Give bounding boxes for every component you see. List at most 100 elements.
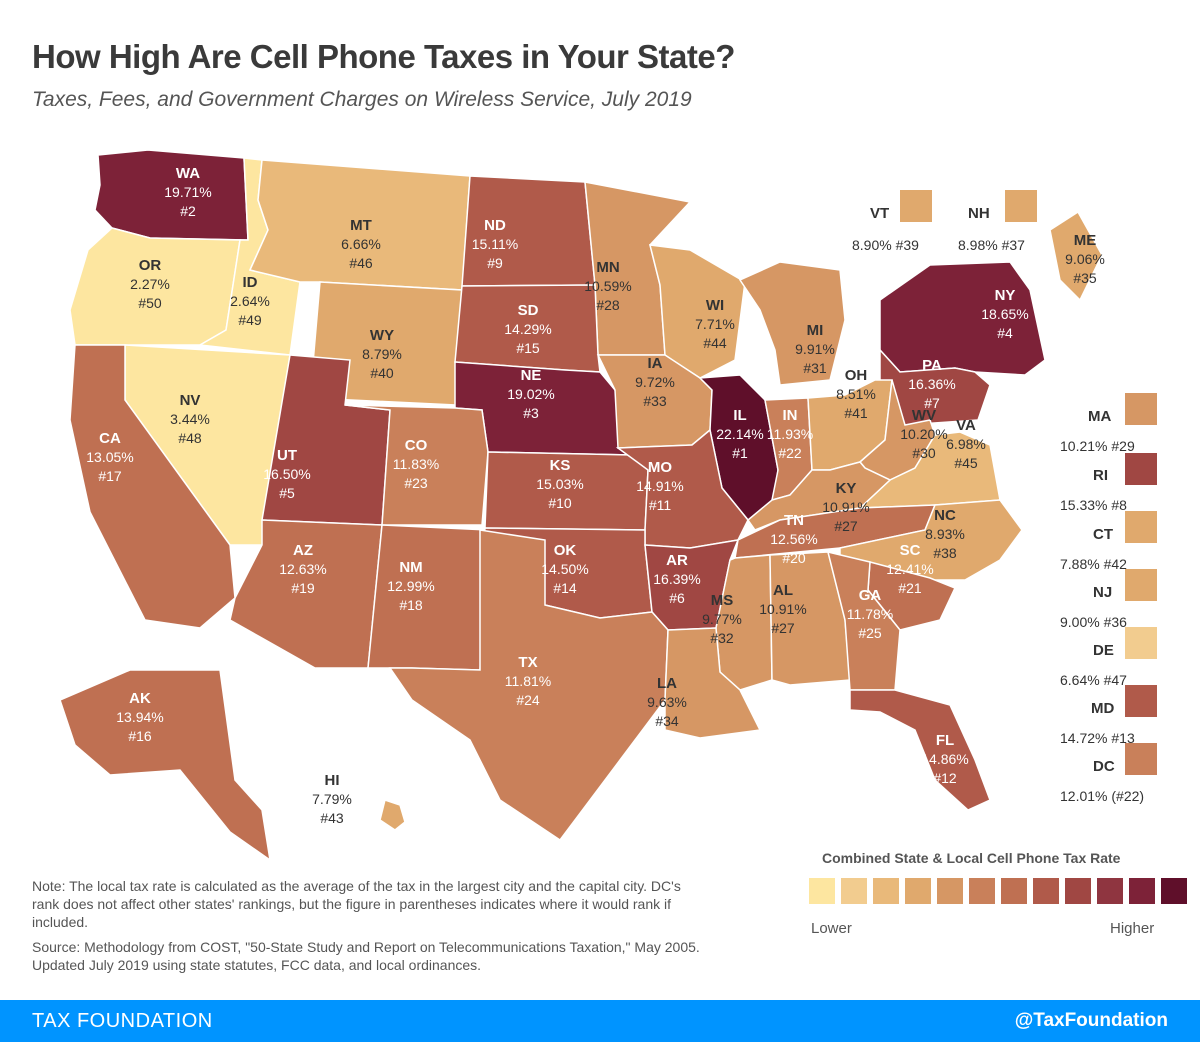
state-rank-nd: #9: [487, 255, 503, 271]
state-abbr-nv: NV: [180, 392, 201, 409]
state-rate-ia: 9.72%: [635, 374, 675, 390]
state-rank-ny: #4: [997, 325, 1013, 341]
state-abbr-ia: IA: [648, 355, 663, 372]
legend-swatch: [1001, 878, 1027, 904]
state-rank-mn: #28: [596, 297, 620, 313]
state-abbr-ms: MS: [711, 592, 734, 609]
state-rank-pa: #7: [924, 395, 940, 411]
state-rate-ar: 16.39%: [653, 571, 700, 587]
state-rank-ar: #6: [669, 590, 685, 606]
state-rank-nc: #38: [933, 545, 957, 561]
state-rank-wv: #30: [912, 445, 936, 461]
callout-abbr-ct: CT: [1093, 526, 1113, 543]
state-rank-al: #27: [771, 620, 795, 636]
state-abbr-co: CO: [405, 437, 428, 454]
state-abbr-mo: MO: [648, 459, 672, 476]
legend-swatch: [905, 878, 931, 904]
legend-swatch: [1097, 878, 1123, 904]
state-abbr-mt: MT: [350, 217, 372, 234]
page-title: How High Are Cell Phone Taxes in Your St…: [32, 38, 735, 75]
state-abbr-ar: AR: [666, 552, 688, 569]
state-rank-nm: #18: [399, 597, 423, 613]
state-rate-hi: 7.79%: [312, 791, 352, 807]
callout-value-de: 6.64% #47: [1060, 672, 1127, 688]
legend-swatch: [1065, 878, 1091, 904]
state-rank-ga: #25: [858, 625, 882, 641]
callout-swatch-de: [1125, 627, 1157, 659]
callout-value-ct: 7.88% #42: [1060, 556, 1127, 572]
state-rate-wy: 8.79%: [362, 346, 402, 362]
callout-value-ma: 10.21% #29: [1060, 438, 1135, 454]
state-rate-ky: 10.91%: [822, 499, 869, 515]
state-nm: [367, 524, 489, 671]
state-rank-ut: #5: [279, 485, 295, 501]
state-ak: [59, 669, 272, 862]
callout-value-nh: 8.98% #37: [958, 237, 1025, 253]
legend-title: Combined State & Local Cell Phone Tax Ra…: [822, 850, 1121, 866]
state-rate-wi: 7.71%: [695, 316, 735, 332]
state-rate-in: 11.93%: [767, 426, 813, 442]
legend-swatch: [1129, 878, 1155, 904]
state-rate-mt: 6.66%: [341, 236, 381, 252]
state-rank-ky: #27: [834, 518, 858, 534]
state-rate-wa: 19.71%: [164, 184, 211, 200]
state-rate-sd: 14.29%: [504, 321, 551, 337]
state-rate-nm: 12.99%: [387, 578, 434, 594]
source-note: Source: Methodology from COST, "50-State…: [32, 939, 700, 973]
state-rate-me: 9.06%: [1065, 251, 1105, 267]
state-rank-va: #45: [954, 455, 978, 471]
state-rate-pa: 16.36%: [908, 376, 955, 392]
callout-value-vt: 8.90% #39: [852, 237, 919, 253]
state-abbr-la: LA: [657, 675, 677, 692]
state-abbr-oh: OH: [845, 367, 868, 384]
legend-low-label: Lower: [811, 920, 852, 937]
state-rank-sd: #15: [516, 340, 540, 356]
callout-value-ri: 15.33% #8: [1060, 497, 1127, 513]
callout-swatch-ct: [1125, 511, 1157, 543]
state-rank-wy: #40: [370, 365, 394, 381]
state-rank-in: #22: [778, 445, 802, 461]
state-rank-fl: #12: [933, 770, 957, 786]
state-rate-al: 10.91%: [759, 601, 806, 617]
state-rank-ne: #3: [523, 405, 539, 421]
state-rate-tx: 11.81%: [505, 673, 551, 689]
state-abbr-ok: OK: [554, 542, 577, 559]
state-abbr-wa: WA: [176, 165, 200, 182]
footer-bar: TAX FOUNDATION @TaxFoundation: [0, 1000, 1200, 1042]
state-abbr-az: AZ: [293, 542, 313, 559]
state-rank-tx: #24: [516, 692, 540, 708]
state-rank-la: #34: [655, 713, 679, 729]
state-abbr-ky: KY: [836, 480, 857, 497]
state-abbr-tx: TX: [518, 654, 537, 671]
state-abbr-mi: MI: [807, 322, 824, 339]
callout-value-md: 14.72% #13: [1060, 730, 1135, 746]
state-ca: [69, 344, 236, 629]
callout-abbr-nh: NH: [968, 205, 990, 222]
state-rank-mi: #31: [803, 360, 827, 376]
state-rank-or: #50: [138, 295, 162, 311]
state-abbr-tn: TN: [784, 512, 804, 529]
state-mi: [738, 261, 846, 386]
state-rate-ks: 15.03%: [536, 476, 583, 492]
state-abbr-hi: HI: [325, 772, 340, 789]
state-abbr-va: VA: [956, 417, 976, 434]
callout-swatch-ri: [1125, 453, 1157, 485]
state-rate-fl: 14.86%: [921, 751, 968, 767]
callout-abbr-de: DE: [1093, 642, 1114, 659]
state-rank-sc: #21: [898, 580, 922, 596]
state-rank-ms: #32: [710, 630, 734, 646]
state-rate-nv: 3.44%: [170, 411, 210, 427]
state-rank-il: #1: [732, 445, 748, 461]
state-hi: [379, 799, 406, 831]
state-rate-il: 22.14%: [716, 426, 763, 442]
callout-swatch-ma: [1125, 393, 1157, 425]
state-rank-hi: #43: [320, 810, 344, 826]
legend-swatch: [1033, 878, 1059, 904]
callout-abbr-vt: VT: [870, 205, 890, 222]
state-rate-az: 12.63%: [279, 561, 326, 577]
state-rank-me: #35: [1073, 270, 1097, 286]
legend-swatch: [969, 878, 995, 904]
callout-abbr-nj: NJ: [1093, 584, 1113, 601]
state-abbr-id: ID: [243, 274, 258, 291]
legend-high-label: Higher: [1110, 920, 1155, 937]
